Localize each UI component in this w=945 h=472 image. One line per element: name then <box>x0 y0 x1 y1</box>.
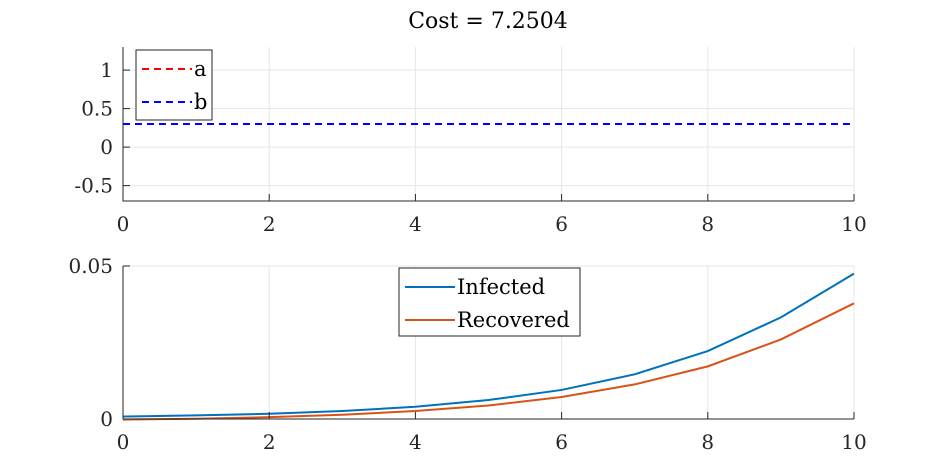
legend-label-a: a <box>194 57 207 81</box>
x-tick-label: 0 <box>117 212 130 236</box>
x-tick-label: 4 <box>409 430 422 454</box>
bottom-axes: 0 2 4 6 8 10 0.05 0 Infected Recovered <box>68 254 866 454</box>
x-tick-label: 6 <box>555 430 568 454</box>
x-tick-label: 8 <box>701 430 714 454</box>
y-tick-label: 0.05 <box>68 254 113 278</box>
legend: Infected Recovered <box>398 267 581 337</box>
legend-label-recovered: Recovered <box>457 308 570 332</box>
y-tick-label: 1 <box>100 58 113 82</box>
y-tick-label: -0.5 <box>74 174 113 198</box>
legend: ab <box>135 49 213 121</box>
y-tick-label: 0 <box>100 135 113 159</box>
legend-box <box>398 267 581 337</box>
legend-label-infected: Infected <box>457 275 545 299</box>
x-tick-label: 0 <box>117 430 130 454</box>
legend-label-b: b <box>194 90 207 114</box>
x-tick-label: 10 <box>841 430 866 454</box>
legend-box <box>135 49 213 121</box>
series-line-recovered <box>122 302 855 421</box>
x-tick-label: 6 <box>555 212 568 236</box>
x-tick-label: 4 <box>409 212 422 236</box>
x-tick-label: 2 <box>263 430 276 454</box>
series-line-infected <box>122 272 855 418</box>
x-tick-label: 10 <box>841 212 866 236</box>
chart-title: Cost = 7.2504 <box>408 9 568 34</box>
y-tick-label: 0.5 <box>81 97 113 121</box>
x-tick-label: 2 <box>263 212 276 236</box>
y-tick-label: 0 <box>100 407 113 431</box>
x-tick-label: 8 <box>701 212 714 236</box>
